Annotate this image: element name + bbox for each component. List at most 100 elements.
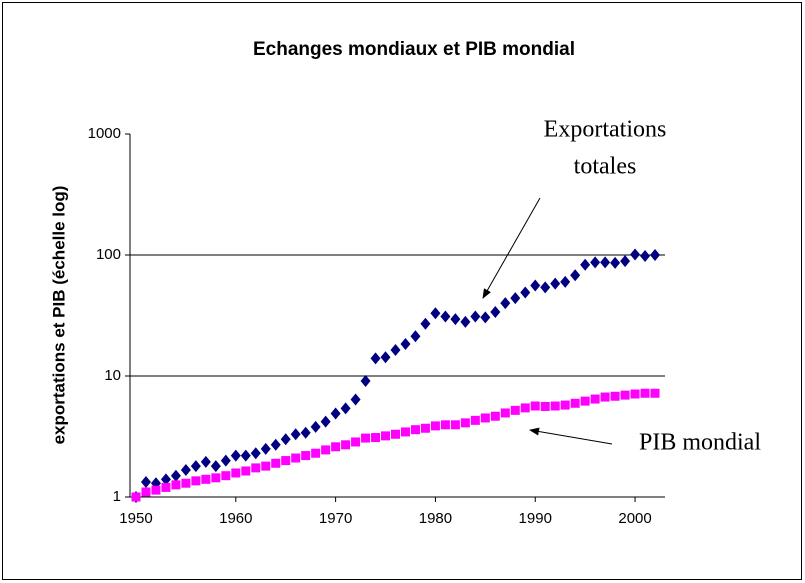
diamond-point <box>170 469 181 482</box>
square-point <box>151 485 161 495</box>
x-tick-label: 2000 <box>618 510 651 527</box>
square-point <box>500 408 510 418</box>
square-point <box>530 401 540 411</box>
diamond-point <box>570 269 581 282</box>
square-point <box>480 413 490 423</box>
diamond-point <box>320 415 331 428</box>
square-point <box>371 433 381 443</box>
square-point <box>241 466 251 476</box>
diamond-point <box>560 275 571 288</box>
square-point <box>161 482 171 492</box>
diamond-point <box>330 407 341 420</box>
square-point <box>221 471 231 481</box>
diamond-point <box>430 307 441 320</box>
diamond-point <box>460 315 471 328</box>
diamond-point <box>250 447 261 460</box>
diamond-point <box>440 310 451 323</box>
square-point <box>590 394 600 404</box>
square-point <box>321 445 331 455</box>
square-point <box>440 420 450 430</box>
diamond-point <box>390 344 401 357</box>
square-point <box>620 390 630 400</box>
square-point <box>640 388 650 398</box>
diamond-point <box>290 428 301 441</box>
square-point <box>550 401 560 411</box>
diamond-point <box>400 337 411 350</box>
diamond-point <box>240 449 251 462</box>
diamond-point <box>420 317 431 330</box>
diamond-point <box>180 464 191 477</box>
square-point <box>560 400 570 410</box>
diamond-point <box>540 281 551 294</box>
diamond-point <box>360 374 371 387</box>
annotation: Exportations <box>544 117 667 143</box>
square-point <box>311 448 321 458</box>
diamond-point <box>190 460 201 473</box>
square-point <box>181 478 191 488</box>
diamond-point <box>350 393 361 406</box>
square-point <box>341 440 351 450</box>
diamond-point <box>610 256 621 269</box>
diamond-point <box>200 455 211 468</box>
diamond-point <box>590 256 601 269</box>
square-point <box>301 451 311 461</box>
diamond-point <box>510 292 521 305</box>
square-point <box>351 437 361 447</box>
diamond-point <box>580 258 591 271</box>
square-point <box>580 396 590 406</box>
square-point <box>281 456 291 466</box>
square-point <box>400 427 410 437</box>
annotation: PIB mondial <box>639 430 761 456</box>
y-tick-label: 10 <box>104 367 121 384</box>
diamond-point <box>140 476 151 489</box>
diamond-point <box>230 449 241 462</box>
y-axis-label: exportations et PIB (échelle log) <box>49 186 68 445</box>
diamond-point <box>270 438 281 451</box>
diamond-point <box>490 306 501 319</box>
diamond-point <box>530 279 541 292</box>
y-tick-label: 100 <box>96 246 121 263</box>
y-tick-label: 1 <box>113 488 121 505</box>
square-point <box>460 418 470 428</box>
square-point <box>570 398 580 408</box>
x-tick-label: 1950 <box>119 510 152 527</box>
y-tick-label: 1000 <box>88 125 121 142</box>
diamond-point <box>500 297 511 310</box>
diamond-point <box>340 402 351 415</box>
square-point <box>171 480 181 490</box>
annotation-arrow <box>529 427 613 445</box>
diamond-point <box>160 473 171 486</box>
diamond-point <box>480 311 491 324</box>
annotation: totales <box>574 154 637 180</box>
square-point <box>420 423 430 433</box>
diamond-point <box>260 442 271 455</box>
diamond-point <box>310 420 321 433</box>
x-tick-label: 1960 <box>219 510 252 527</box>
square-point <box>470 415 480 425</box>
diamond-point <box>650 249 661 261</box>
square-point <box>630 389 640 399</box>
diamond-point <box>520 286 531 299</box>
square-point <box>490 411 500 421</box>
diamond-point <box>370 352 381 365</box>
diamond-point <box>630 248 641 261</box>
diamond-point <box>380 351 391 364</box>
square-point <box>261 461 271 471</box>
square-point <box>450 420 460 430</box>
diamond-point <box>620 255 631 268</box>
square-point <box>231 468 241 478</box>
square-point <box>510 405 520 415</box>
square-point <box>650 388 660 398</box>
diamond-point <box>600 256 611 269</box>
square-point <box>251 463 261 473</box>
square-point <box>201 474 211 484</box>
diamond-point <box>210 460 221 473</box>
diamond-point <box>470 310 481 323</box>
diamond-point <box>450 313 461 326</box>
square-point <box>600 392 610 402</box>
diamond-point <box>220 454 231 467</box>
square-point <box>131 492 141 502</box>
square-point <box>291 453 301 463</box>
